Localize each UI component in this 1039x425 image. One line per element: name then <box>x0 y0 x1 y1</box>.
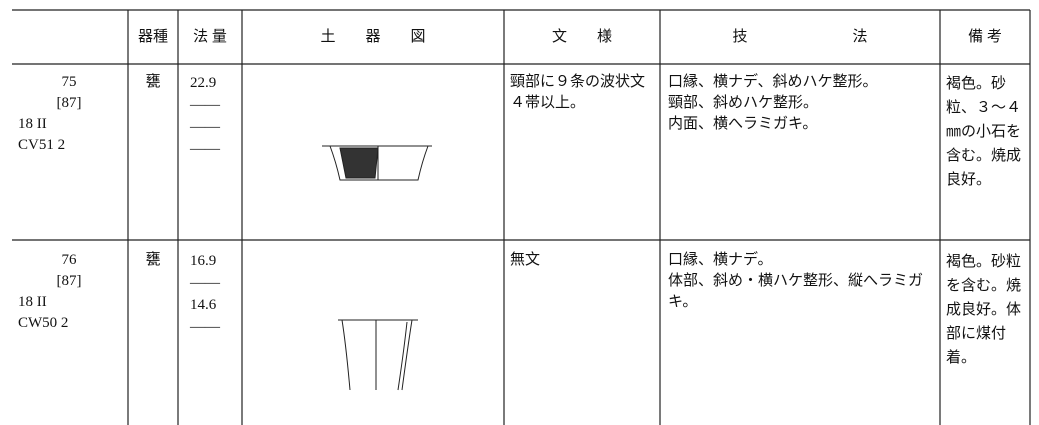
technique: 口縁、横ナデ。体部、斜め・横ハケ整形、縦へラミガキ。 <box>668 250 934 313</box>
vessel-type: 甕 <box>145 74 161 90</box>
technique-line: 口縁、横ナデ、斜めハケ整形。 <box>668 74 878 90</box>
technique-line: 口縁、横ナデ。 <box>668 252 773 268</box>
notes: 褐色。砂粒を含む。焼成良好。体部に煤付着。 <box>946 254 1022 366</box>
specimen-id: 76 [87] 18 II CW50 2 <box>14 250 124 334</box>
technique: 口縁、横ナデ、斜めハケ整形。 頸部、斜めハケ整形。 内面、横へラミガキ。 <box>668 72 934 135</box>
measure: —— <box>190 319 220 335</box>
id-line: [87] <box>56 273 82 289</box>
id-line: [87] <box>56 95 82 111</box>
measure: —— <box>190 119 220 135</box>
technique-line: 内面、横へラミガキ。 <box>668 116 818 132</box>
specimen-id: 75 [87] 18 II CV51 2 <box>14 72 124 156</box>
id-line: 76 <box>61 252 77 268</box>
id-line: CV51 2 <box>18 137 66 153</box>
pottery-drawing-75 <box>322 145 432 181</box>
vessel-type: 甕 <box>145 252 161 268</box>
measures: 22.9 —— —— —— <box>190 72 234 160</box>
header-cell: 法 量 <box>193 28 227 45</box>
header-cell: 器種 <box>137 28 168 45</box>
technique-line: 体部、斜め・横ハケ整形、縦へラミガキ。 <box>668 273 924 310</box>
measure: —— <box>190 275 220 291</box>
id-line: 18 II <box>18 294 47 310</box>
measure: 22.9 <box>190 75 217 91</box>
measure: 14.6 <box>190 297 217 313</box>
id-line: 75 <box>61 74 77 90</box>
header-cell: 土 器 図 <box>320 28 426 45</box>
pattern: 頸部に９条の波状文４帯以上。 <box>510 74 646 111</box>
technique-line: 頸部、斜めハケ整形。 <box>668 95 819 111</box>
pattern: 無文 <box>510 252 541 268</box>
header-cell: 文 様 <box>551 28 612 45</box>
header-cell: 備 考 <box>968 28 1002 45</box>
measure: —— <box>190 97 220 113</box>
notes: 褐色。砂粒、３～４㎜の小石を含む。焼成良好。 <box>946 76 1022 188</box>
measure: 16.9 <box>190 253 217 269</box>
pottery-drawing-76 <box>338 319 418 391</box>
header-cell: 技 法 <box>732 28 868 45</box>
id-line: 18 II <box>18 116 47 132</box>
measures: 16.9 —— 14.6 —— <box>190 250 234 338</box>
measure: —— <box>190 141 220 157</box>
id-line: CW50 2 <box>18 315 69 331</box>
